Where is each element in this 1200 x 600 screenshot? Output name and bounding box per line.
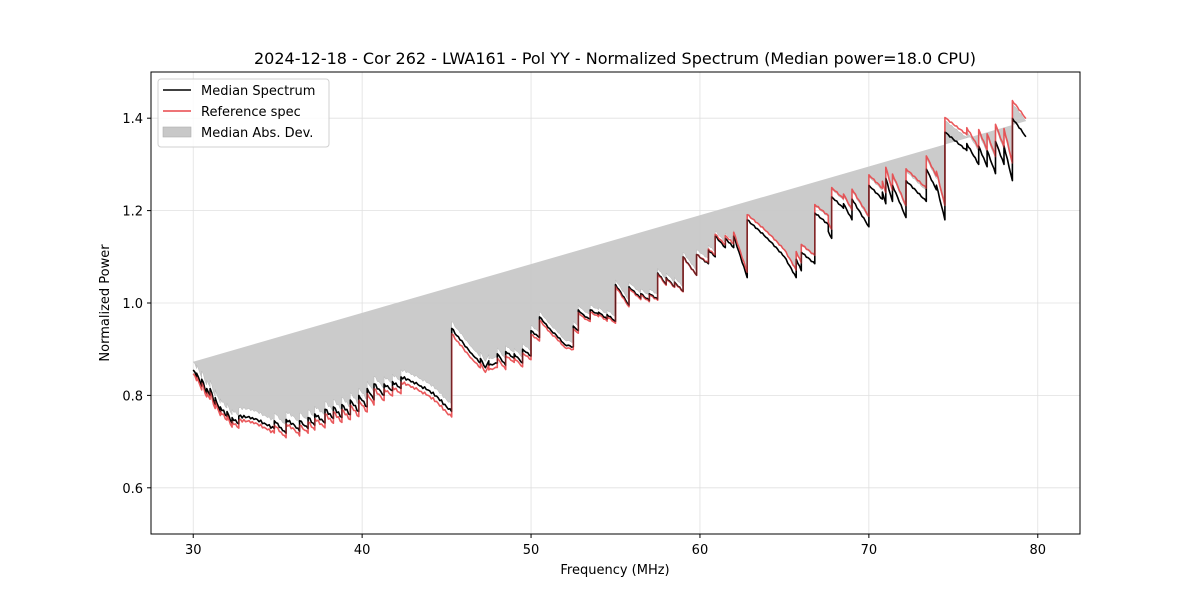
y-axis-label: Normalized Power — [98, 244, 113, 362]
median-spectrum-overlay — [192, 117, 1027, 434]
x-axis: 30 40 50 60 70 80 — [185, 534, 1046, 558]
x-tick-label: 50 — [523, 543, 540, 558]
legend-swatch-mad — [162, 126, 192, 138]
x-tick-label: 60 — [692, 543, 709, 558]
x-tick-label: 80 — [1029, 543, 1046, 558]
y-tick-label: 0.8 — [122, 389, 143, 404]
chart-title: 2024-12-18 - Cor 262 - LWA161 - Pol YY -… — [254, 49, 976, 68]
x-tick-label: 70 — [861, 543, 878, 558]
legend: Median Spectrum Reference spec Median Ab… — [157, 78, 330, 148]
y-tick-label: 1.2 — [122, 205, 143, 220]
y-axis: 0.6 0.8 1.0 1.2 1.4 — [122, 112, 151, 497]
x-axis-label: Frequency (MHz) — [560, 563, 669, 578]
legend-label-reference: Reference spec — [201, 105, 301, 120]
series-layer — [192, 99, 1027, 439]
x-tick-label: 30 — [185, 543, 202, 558]
y-tick-label: 1.0 — [122, 297, 143, 312]
legend-box — [157, 78, 330, 148]
legend-label-median: Median Spectrum — [201, 84, 315, 99]
legend-label-mad: Median Abs. Dev. — [201, 126, 313, 141]
mad-band — [193, 102, 1027, 427]
y-tick-label: 0.6 — [122, 482, 143, 497]
x-tick-label: 40 — [354, 543, 371, 558]
mad-band-layer — [193, 102, 1027, 427]
y-tick-label: 1.4 — [122, 112, 143, 127]
